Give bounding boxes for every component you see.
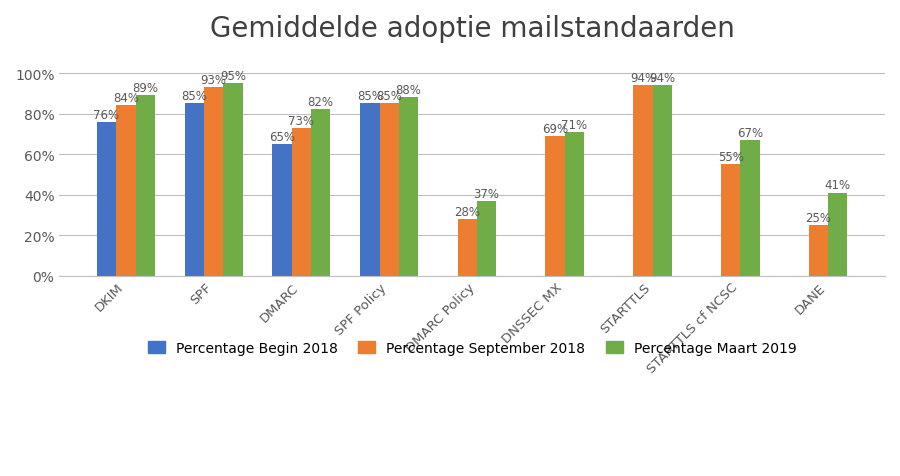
- Text: 28%: 28%: [454, 205, 481, 218]
- Bar: [380, 104, 399, 276]
- Bar: [545, 137, 565, 276]
- Bar: [223, 84, 243, 276]
- Bar: [360, 104, 380, 276]
- Bar: [97, 122, 116, 276]
- Text: 67%: 67%: [737, 127, 763, 139]
- Text: 55%: 55%: [718, 151, 743, 164]
- Text: 82%: 82%: [308, 96, 334, 109]
- Bar: [741, 140, 760, 276]
- Bar: [273, 145, 292, 276]
- Text: 88%: 88%: [396, 84, 421, 97]
- Text: 76%: 76%: [94, 109, 120, 121]
- Text: 94%: 94%: [649, 72, 675, 85]
- Bar: [204, 88, 223, 276]
- Text: 41%: 41%: [824, 179, 850, 192]
- Text: 73%: 73%: [288, 114, 314, 128]
- Text: 94%: 94%: [630, 72, 656, 85]
- Bar: [652, 86, 672, 276]
- Text: 65%: 65%: [269, 130, 295, 144]
- Text: 85%: 85%: [182, 90, 207, 103]
- Legend: Percentage Begin 2018, Percentage September 2018, Percentage Maart 2019: Percentage Begin 2018, Percentage Septem…: [142, 336, 802, 361]
- Text: 85%: 85%: [357, 90, 382, 103]
- Bar: [828, 193, 848, 276]
- Bar: [116, 106, 136, 276]
- Text: 95%: 95%: [220, 70, 246, 83]
- Bar: [136, 96, 155, 276]
- Bar: [721, 165, 741, 276]
- Bar: [311, 110, 330, 276]
- Text: 71%: 71%: [562, 119, 588, 131]
- Text: 25%: 25%: [806, 211, 832, 224]
- Bar: [809, 226, 828, 276]
- Text: 37%: 37%: [473, 187, 500, 200]
- Bar: [634, 86, 652, 276]
- Bar: [292, 129, 311, 276]
- Title: Gemiddelde adoptie mailstandaarden: Gemiddelde adoptie mailstandaarden: [210, 15, 734, 43]
- Bar: [184, 104, 204, 276]
- Text: 69%: 69%: [542, 122, 568, 136]
- Text: 93%: 93%: [201, 74, 227, 87]
- Text: 84%: 84%: [112, 92, 139, 105]
- Text: 89%: 89%: [132, 82, 158, 95]
- Bar: [477, 201, 496, 276]
- Bar: [399, 98, 418, 276]
- Text: 85%: 85%: [376, 90, 402, 103]
- Bar: [565, 132, 584, 276]
- Bar: [458, 219, 477, 276]
